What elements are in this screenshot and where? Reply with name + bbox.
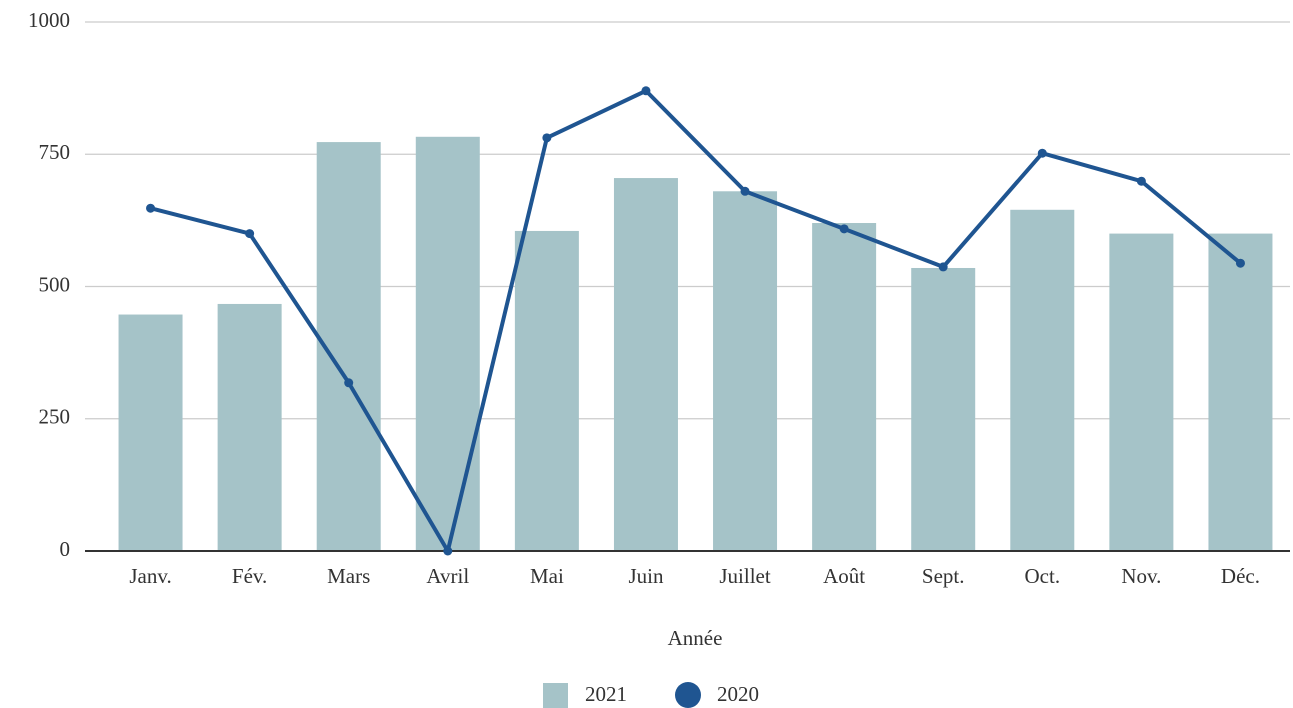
point [839, 224, 849, 234]
y-tick-label: 250 [39, 405, 71, 429]
y-tick-label: 500 [39, 272, 71, 296]
point [542, 133, 552, 143]
x-tick-label: Fév. [232, 564, 267, 588]
point [245, 229, 255, 239]
x-tick-label: Juillet [719, 564, 770, 588]
bar [1010, 209, 1075, 552]
y-tick-label: 1000 [28, 8, 70, 32]
point [740, 186, 750, 196]
bar [613, 178, 678, 551]
y-tick-label: 750 [39, 140, 71, 164]
bar [514, 230, 579, 551]
bar [812, 223, 877, 551]
x-tick-label: Mai [530, 564, 564, 588]
point [641, 86, 651, 96]
point [146, 203, 156, 213]
bar [1109, 233, 1174, 551]
point [344, 378, 354, 388]
point [938, 262, 948, 272]
line [150, 88, 1242, 553]
bar [217, 303, 282, 551]
x-tick-label: Nov. [1121, 564, 1161, 588]
point [1235, 258, 1245, 268]
x-tick-label: Sept. [922, 564, 965, 588]
x-tick-label: Janv. [129, 564, 171, 588]
x-tick-label: Oct. [1025, 564, 1061, 588]
x-tick-label: Juin [628, 564, 664, 588]
point [1037, 148, 1047, 158]
bar [911, 267, 976, 551]
legend-marker [543, 683, 568, 708]
x-tick-label: Mars [327, 564, 370, 588]
x-tick-label: Août [823, 564, 865, 588]
bar [713, 191, 778, 551]
bar [118, 314, 183, 551]
point [1136, 176, 1146, 186]
x-tick-label: Déc. [1221, 564, 1260, 588]
legend-marker [675, 682, 701, 708]
x-axis-label: Année [668, 626, 723, 650]
bar [316, 142, 381, 551]
point [443, 546, 453, 556]
legend-label: 2020 [717, 682, 759, 706]
x-tick-label: Avril [426, 564, 469, 588]
y-tick-label: 0 [60, 537, 71, 561]
bar [1208, 233, 1273, 551]
legend-label: 2021 [585, 682, 627, 706]
bar [415, 136, 480, 551]
